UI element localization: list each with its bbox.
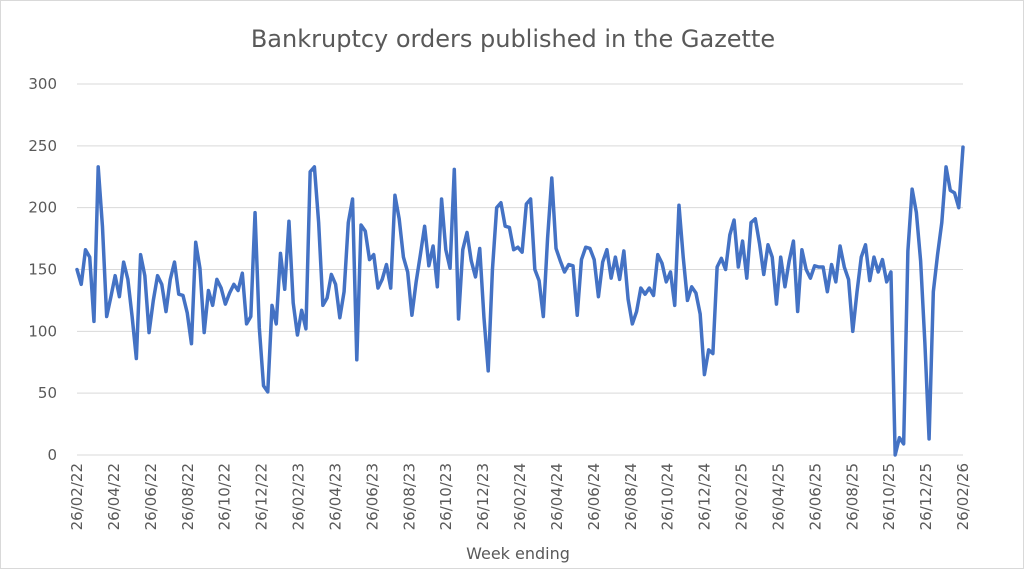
x-tick-label: 26/10/24 [659,463,677,530]
x-tick-label: 26/06/24 [585,463,603,530]
x-tick-label: 26/08/24 [622,463,640,530]
x-tick-label: 26/04/24 [548,463,566,530]
x-tick-label: 26/10/23 [437,463,455,530]
x-tick-label: 26/06/23 [363,463,381,530]
x-tick-label: 26/10/22 [216,463,234,530]
x-tick-label: 26/06/22 [142,463,160,530]
x-axis-tick-labels: 26/02/22 26/04/22 26/06/22 26/08/22 26/10/22… [68,463,972,530]
x-tick-label: 26/10/25 [880,463,898,530]
x-tick-label: 26/12/25 [917,463,935,530]
gridlines [77,83,963,456]
y-tick-label: 300 [28,75,57,93]
y-tick-label: 100 [28,322,57,340]
x-tick-label: 26/12/24 [696,463,714,530]
y-tick-label: 0 [47,446,57,464]
y-tick-label: 50 [38,384,57,402]
x-tick-label: 26/12/22 [253,463,271,530]
x-tick-label: 26/02/25 [733,463,751,530]
x-tick-label: 26/02/22 [68,463,86,530]
x-tick-label: 26/08/25 [843,463,861,530]
x-tick-label: 26/02/24 [511,463,529,530]
x-tick-label: 26/02/23 [290,463,308,530]
x-tick-label: 26/04/25 [769,463,787,530]
x-tick-label: 26/12/23 [474,463,492,530]
x-axis-title: Week ending [466,544,570,563]
x-tick-label: 26/08/23 [400,463,418,530]
x-tick-label: 26/02/26 [954,463,972,530]
y-axis-tick-labels: 0 50 100 150 200 250 300 [28,75,57,464]
chart-title: Bankruptcy orders published in the Gazet… [251,25,775,53]
x-tick-label: 26/08/22 [179,463,197,530]
series-layer [75,145,965,457]
x-tick-label: 26/04/22 [105,463,123,530]
x-tick-label: 26/06/25 [806,463,824,530]
y-tick-label: 200 [28,199,57,217]
y-tick-label: 250 [28,137,57,155]
x-tick-label: 26/04/23 [326,463,344,530]
y-tick-label: 150 [28,261,57,279]
series-line [75,145,965,457]
